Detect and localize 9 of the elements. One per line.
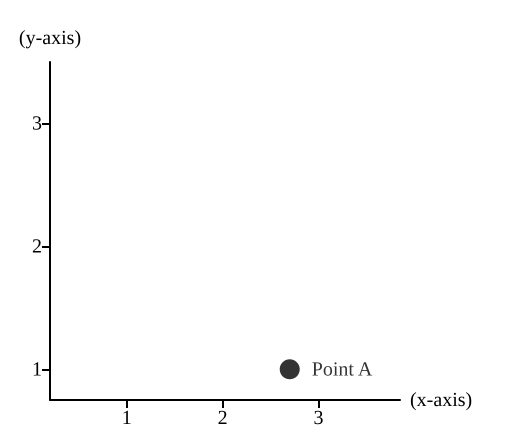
x-tick-label: 1	[122, 407, 132, 428]
x-tick-label: 2	[218, 407, 228, 428]
y-axis-title: (y-axis)	[18, 27, 82, 49]
y-tick-label: 2	[32, 235, 42, 258]
y-tick-label: 1	[32, 358, 42, 380]
x-axis-title: (x-axis)	[410, 389, 472, 411]
x-tick-label: 3	[313, 407, 324, 428]
series-label: Point A	[312, 358, 373, 380]
y-tick-label: 3	[32, 112, 42, 134]
